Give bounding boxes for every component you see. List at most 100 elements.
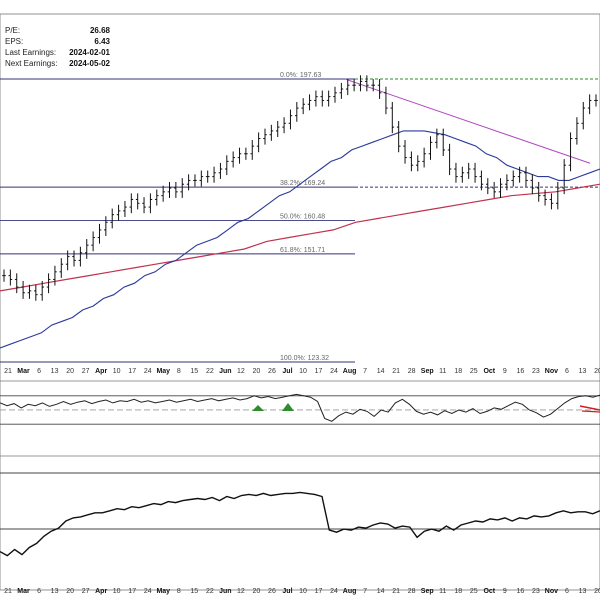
date-tick-bottom: 6 [565, 588, 569, 595]
date-tick: 15 [190, 368, 198, 375]
date-tick: 20 [594, 368, 600, 375]
date-tick: 9 [503, 368, 507, 375]
date-tick-bottom: 17 [128, 588, 136, 595]
date-tick-bottom: 23 [532, 588, 540, 595]
date-tick-bottom: 21 [392, 588, 400, 595]
date-tick-bottom: 21 [4, 588, 12, 595]
overbought-marker [252, 405, 264, 411]
overbought-marker [282, 403, 294, 411]
date-tick-bottom: 24 [144, 588, 152, 595]
fib-label: 100.0%: 123.32 [280, 355, 329, 362]
breadth-panel [0, 472, 600, 557]
date-tick-bottom: 13 [51, 588, 59, 595]
date-tick-bottom: Mar [17, 588, 30, 595]
date-tick-bottom: 7 [363, 588, 367, 595]
date-tick-bottom: 25 [470, 588, 478, 595]
date-tick: Mar [17, 368, 30, 375]
date-tick-bottom: Jul [282, 588, 292, 595]
stat-value-eps: 6.43 [94, 37, 110, 46]
date-tick: Oct [483, 368, 495, 375]
ma200-line [0, 183, 600, 292]
date-tick: 21 [392, 368, 400, 375]
date-tick: 18 [454, 368, 462, 375]
date-tick: 6 [565, 368, 569, 375]
date-tick: 23 [532, 368, 540, 375]
fib-label: 61.8%: 151.71 [280, 247, 325, 254]
date-tick: 24 [144, 368, 152, 375]
date-tick: Sep [421, 368, 434, 375]
date-tick: 13 [51, 368, 59, 375]
date-tick: 17 [315, 368, 323, 375]
date-tick-bottom: 20 [253, 588, 261, 595]
date-tick: 13 [579, 368, 587, 375]
date-tick-bottom: 20 [66, 588, 74, 595]
date-tick: 20 [66, 368, 74, 375]
date-tick: Jul [282, 368, 292, 375]
date-tick-bottom: 11 [439, 588, 446, 595]
date-tick-bottom: Sep [421, 588, 434, 595]
date-tick-bottom: Nov [545, 588, 558, 595]
date-tick-bottom: Oct [483, 588, 495, 595]
date-tick: 28 [408, 368, 416, 375]
date-tick: 22 [206, 368, 214, 375]
date-tick-bottom: 8 [177, 588, 181, 595]
date-tick-bottom: Jun [219, 588, 231, 595]
date-tick-bottom: 13 [579, 588, 587, 595]
date-tick-bottom: 15 [190, 588, 198, 595]
date-tick: 7 [363, 368, 367, 375]
date-tick-bottom: 27 [82, 588, 90, 595]
date-tick: Jun [219, 368, 231, 375]
date-tick: 16 [516, 368, 524, 375]
stat-label-pe: P/E: [5, 26, 20, 35]
date-tick: May [156, 368, 170, 375]
date-tick: 21 [4, 368, 12, 375]
date-tick-bottom: 20 [594, 588, 600, 595]
date-tick: 11 [439, 368, 446, 375]
date-tick: 24 [330, 368, 338, 375]
date-tick-bottom: 6 [37, 588, 41, 595]
date-tick: 8 [177, 368, 181, 375]
date-tick-bottom: 16 [516, 588, 524, 595]
momentum-panel [0, 393, 600, 425]
date-tick-bottom: 22 [206, 588, 214, 595]
date-tick-bottom: 18 [454, 588, 462, 595]
date-tick-bottom: 28 [408, 588, 416, 595]
date-tick-bottom: 17 [315, 588, 323, 595]
date-tick-bottom: 14 [377, 588, 385, 595]
date-tick-bottom: 10 [299, 588, 307, 595]
trendline [344, 78, 591, 164]
date-tick: 6 [37, 368, 41, 375]
date-tick: 12 [237, 368, 245, 375]
date-tick: 10 [299, 368, 307, 375]
date-tick: 10 [113, 368, 121, 375]
chart-frame [0, 13, 600, 591]
date-tick: 27 [82, 368, 90, 375]
date-tick-bottom: 26 [268, 588, 276, 595]
date-tick-bottom: 12 [237, 588, 245, 595]
date-tick-bottom: 24 [330, 588, 338, 595]
fibonacci-levels: 0.0%: 197.63 38.2%: 169.24 50.0%: 160.48 61… [0, 72, 600, 363]
date-tick-bottom: 9 [503, 588, 507, 595]
date-tick: 25 [470, 368, 478, 375]
ma50-line [0, 130, 600, 349]
date-tick: Nov [545, 368, 558, 375]
price-bars [2, 75, 598, 301]
fib-label: 38.2%: 169.24 [280, 180, 325, 187]
overbought-red-line [579, 405, 600, 411]
breadth-line [0, 491, 600, 557]
fib-label: 0.0%: 197.63 [280, 72, 321, 79]
date-tick: Apr [95, 368, 107, 375]
stat-value-next-earnings: 2024-05-02 [69, 59, 110, 68]
date-tick-bottom: Apr [95, 588, 107, 595]
date-tick-bottom: May [156, 588, 170, 595]
stat-value-pe: 26.68 [90, 26, 111, 35]
date-tick-bottom: Aug [343, 588, 357, 595]
date-tick-bottom: 10 [113, 588, 121, 595]
momentum-line [0, 393, 600, 422]
date-tick: Aug [343, 368, 357, 375]
fib-label: 50.0%: 160.48 [280, 213, 325, 220]
stat-label-next-earnings: Next Earnings: [5, 59, 57, 68]
stat-label-last-earnings: Last Earnings: [5, 48, 56, 57]
date-axis: 21 21 Mar Mar 6 6 13 13 20 20 27 27 Apr Apr 10 10 17 17 24… [4, 368, 600, 595]
